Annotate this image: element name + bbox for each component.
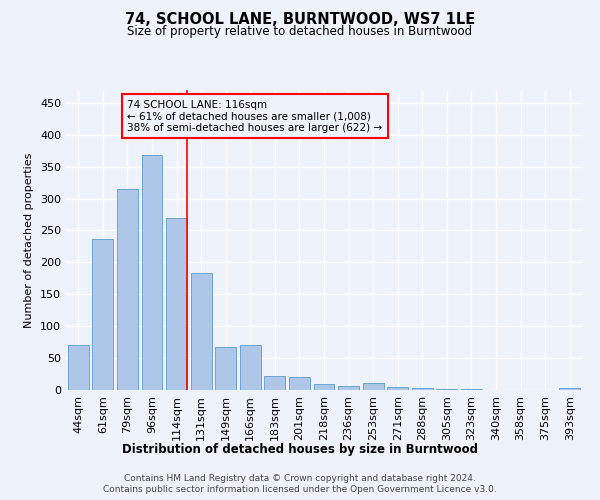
Text: 74, SCHOOL LANE, BURNTWOOD, WS7 1LE: 74, SCHOOL LANE, BURNTWOOD, WS7 1LE xyxy=(125,12,475,28)
Bar xyxy=(412,388,433,390)
Bar xyxy=(142,155,163,390)
Bar xyxy=(68,346,89,390)
Text: Contains HM Land Registry data © Crown copyright and database right 2024.: Contains HM Land Registry data © Crown c… xyxy=(124,474,476,483)
Text: Contains public sector information licensed under the Open Government Licence v3: Contains public sector information licen… xyxy=(103,485,497,494)
Bar xyxy=(92,238,113,390)
Bar xyxy=(387,387,408,390)
Bar xyxy=(265,376,286,390)
Text: Size of property relative to detached houses in Burntwood: Size of property relative to detached ho… xyxy=(127,25,473,38)
Bar xyxy=(338,386,359,390)
Bar xyxy=(362,383,383,390)
Y-axis label: Number of detached properties: Number of detached properties xyxy=(25,152,34,328)
Text: Distribution of detached houses by size in Burntwood: Distribution of detached houses by size … xyxy=(122,442,478,456)
Bar xyxy=(166,218,187,390)
Bar xyxy=(559,388,580,390)
Bar xyxy=(289,377,310,390)
Bar xyxy=(240,346,261,390)
Text: 74 SCHOOL LANE: 116sqm
← 61% of detached houses are smaller (1,008)
38% of semi-: 74 SCHOOL LANE: 116sqm ← 61% of detached… xyxy=(127,100,383,133)
Bar xyxy=(117,189,138,390)
Bar xyxy=(215,346,236,390)
Bar xyxy=(191,272,212,390)
Bar xyxy=(314,384,334,390)
